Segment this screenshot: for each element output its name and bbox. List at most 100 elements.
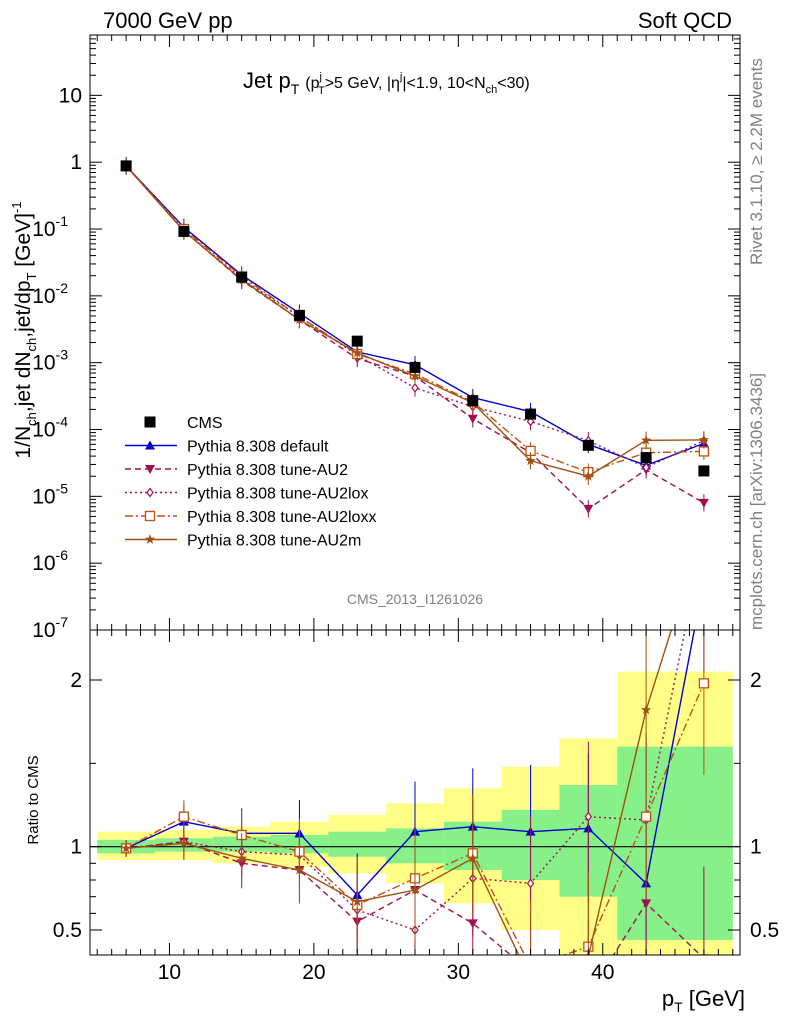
legend-marker — [145, 465, 155, 474]
tick-exponent: -6 — [56, 547, 69, 563]
x-tick-label: 10 — [158, 961, 181, 984]
main-y-tick-label: 10-7 — [32, 614, 68, 642]
mc-point — [583, 470, 594, 481]
x-tick-label: 40 — [591, 961, 614, 984]
uncertainty-band-inner — [328, 831, 387, 857]
ratio-point — [409, 884, 421, 895]
mc-series-line — [125, 165, 705, 510]
ratio-y-tick-label: 2 — [70, 669, 82, 692]
mc-point — [698, 434, 710, 445]
data-point — [178, 225, 190, 237]
data-point — [409, 361, 421, 373]
ratio-point — [698, 678, 710, 689]
tick-mantissa: 10 — [32, 352, 55, 375]
ratio-point — [699, 521, 709, 531]
rivet-version-text: Rivet 3.1.10, ≥ 2.2M events — [747, 58, 766, 265]
ratio-point — [526, 878, 535, 889]
data-point — [525, 408, 537, 420]
legend-label: CMS — [187, 415, 223, 432]
legend-marker — [146, 487, 154, 498]
mc-point — [525, 455, 536, 466]
main-y-axis-label: 1/Nch,jet dNch,jet/dpT [GeV]-1 — [9, 201, 39, 458]
ratio-y-tick-label: 0.5 — [53, 919, 82, 942]
mc-series-line — [125, 165, 704, 473]
header-right: Soft QCD — [638, 8, 732, 33]
ratio-point — [178, 811, 190, 822]
mc-point — [352, 347, 363, 358]
ratio-series-4 — [120, 521, 709, 985]
tick-mantissa: 1 — [70, 151, 82, 174]
ratio-y-tick-label: 1 — [70, 836, 82, 859]
x-tick-label: 20 — [302, 961, 325, 984]
legend-entry: Pythia 8.308 default — [125, 439, 329, 456]
mc-point — [640, 434, 652, 445]
data-point — [582, 439, 594, 451]
legend-marker — [145, 440, 155, 450]
ratio-point — [584, 811, 593, 822]
tick-exponent: -7 — [56, 614, 69, 630]
mc-series-4 — [120, 157, 710, 485]
tick-mantissa: 10 — [32, 218, 55, 241]
ratio-y-tick-label-right: 0.5 — [750, 919, 779, 942]
legend-entry: Pythia 8.308 tune-AU2loxx — [125, 509, 376, 526]
main-y-tick-label: 10 — [59, 84, 82, 107]
ratio-point — [641, 899, 652, 909]
tick-exponent: -3 — [56, 347, 69, 363]
main-y-tick-label: 10-1 — [32, 213, 68, 241]
legend-label: Pythia 8.308 default — [187, 439, 329, 456]
legend-label: Pythia 8.308 tune-AU2loxx — [187, 509, 376, 526]
legend-label: Pythia 8.308 tune-AU2 — [187, 462, 348, 479]
mc-point — [583, 504, 594, 514]
ratio-point — [236, 852, 247, 863]
ratio-ticks: 0.5 0.5 1 1 2 2 10 20 30 40 — [53, 630, 779, 984]
header-left: 7000 GeV pp — [103, 8, 233, 33]
data-point — [293, 309, 305, 321]
tick-mantissa: 10 — [59, 84, 82, 107]
ratio-point — [352, 896, 363, 907]
tick-mantissa: 10 — [32, 619, 55, 642]
tick-exponent: -5 — [56, 480, 69, 496]
data-point — [351, 335, 363, 347]
tick-mantissa: 10 — [32, 485, 55, 508]
ratio-point — [698, 954, 709, 955]
main-y-tick-label: 10-6 — [32, 547, 68, 575]
ratio-point — [525, 975, 536, 985]
data-series — [120, 160, 710, 477]
ratio-point — [178, 837, 190, 848]
legend-entry: Pythia 8.308 tune-AU2 — [125, 462, 348, 479]
legend-data-marker — [144, 416, 156, 428]
legend-entry: Pythia 8.308 tune-AU2m — [125, 533, 361, 550]
ratio-series-line — [125, 683, 705, 955]
mc-point — [467, 414, 478, 424]
ratio-point — [294, 864, 305, 875]
data-point — [467, 395, 479, 407]
mc-point — [411, 382, 419, 393]
tick-mantissa: 10 — [32, 419, 55, 442]
ratio-y-axis-label: Ratio to CMS — [25, 755, 42, 844]
mcplots-reference-text: mcplots.cern.ch [arXiv:1306.3436] — [747, 373, 766, 630]
ratio-point — [640, 811, 652, 822]
ratio-point — [640, 704, 652, 715]
main-y-tick-label: 10-5 — [32, 480, 68, 508]
main-y-tick-label: 10-3 — [32, 347, 68, 375]
plot-title: Jet pT (pj T>5 GeV, |ηj|<1.9, 10<Nch<30) — [243, 68, 530, 97]
mc-point — [409, 370, 421, 381]
legend-marker — [144, 510, 156, 522]
legend-entry: Pythia 8.308 tune-AU2lox — [125, 486, 368, 503]
ratio-point — [526, 968, 536, 977]
ratio-y-tick-label-right: 2 — [750, 669, 762, 692]
legend-marker — [144, 534, 156, 544]
x-tick-label: 30 — [447, 961, 470, 984]
data-point — [120, 160, 132, 172]
ratio-y-tick-label-right: 1 — [750, 836, 762, 859]
ratio-plot-panel: 0.5 0.5 1 1 2 2 10 20 30 40 Ratio to CMS pT [GeV] — [25, 521, 779, 1015]
data-point — [698, 465, 710, 477]
legend-label: Pythia 8.308 tune-AU2m — [187, 533, 361, 550]
main-y-tick-label: 10-4 — [32, 414, 68, 442]
data-point — [236, 271, 248, 283]
ratio-point — [526, 962, 535, 971]
legend-entry-data: CMS — [144, 415, 223, 432]
tick-exponent: -2 — [56, 280, 69, 296]
